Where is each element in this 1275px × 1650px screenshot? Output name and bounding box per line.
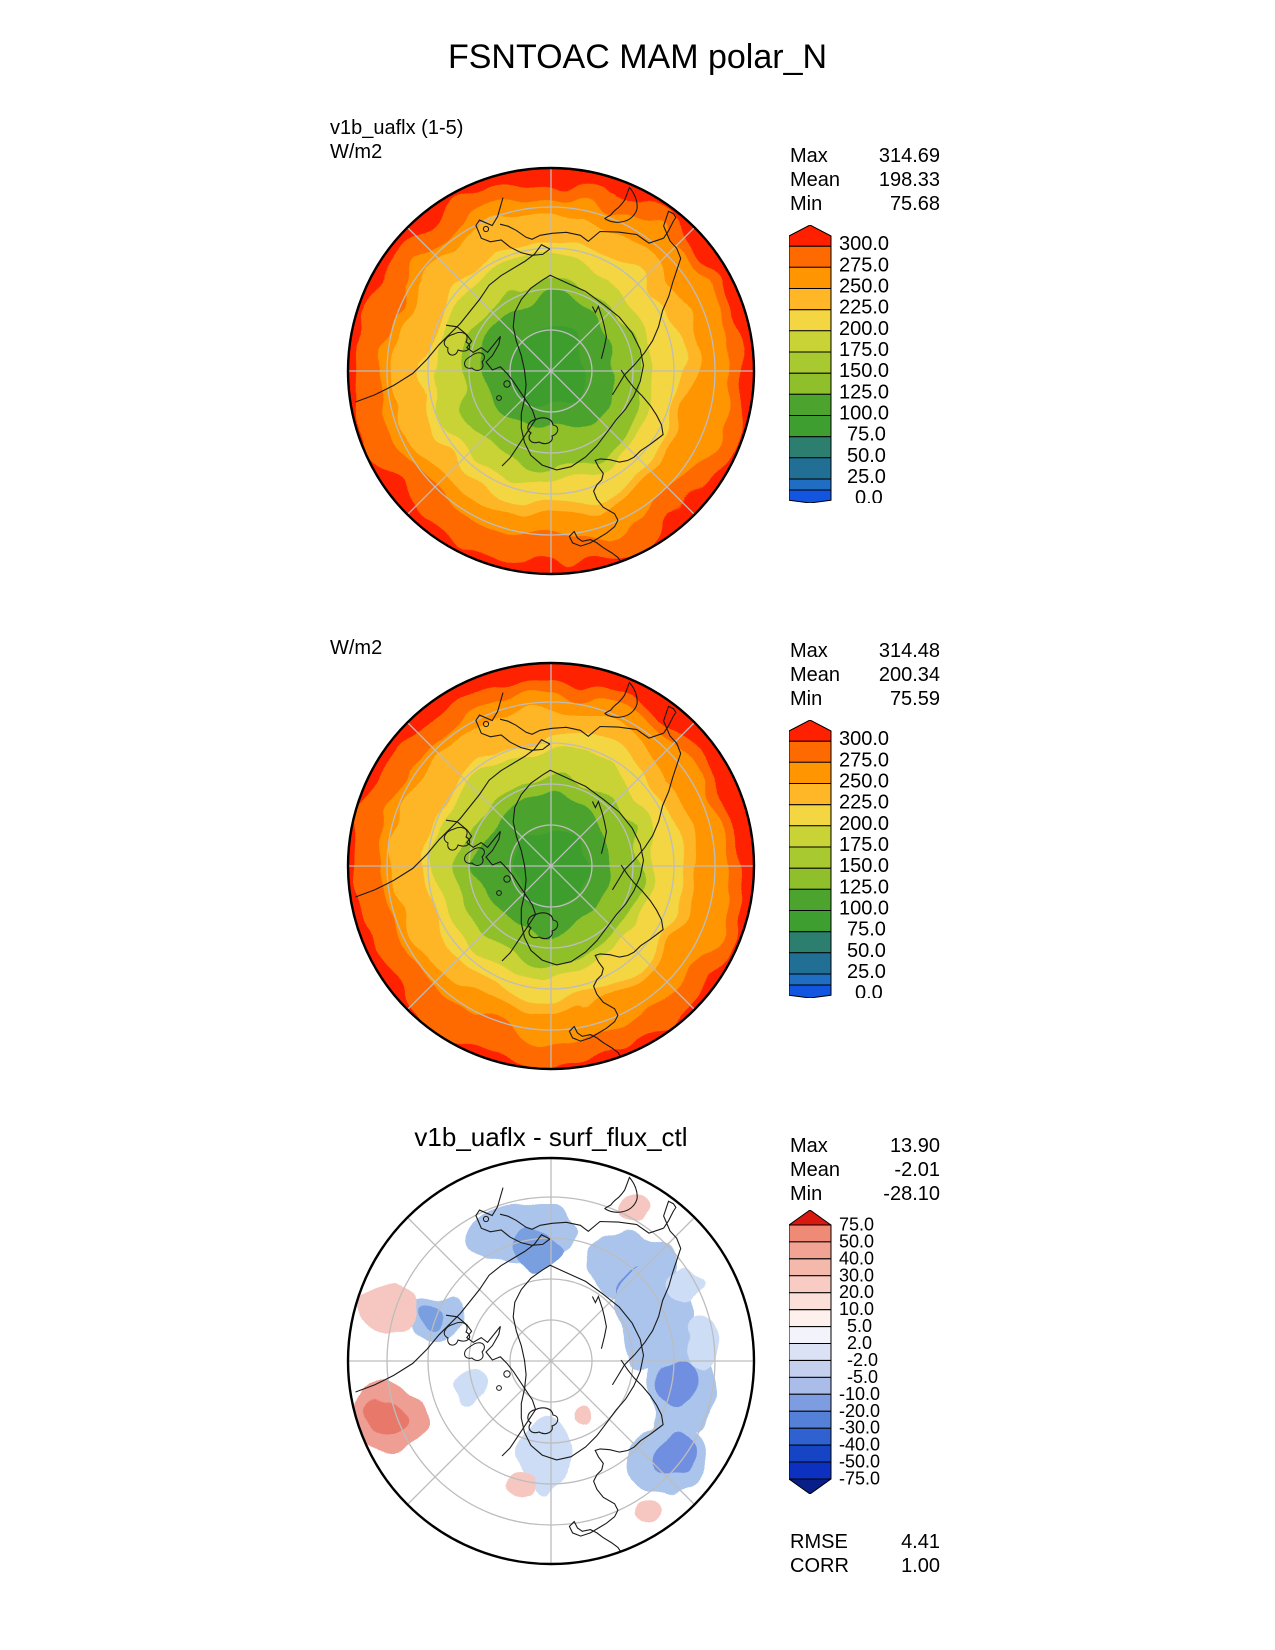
svg-text:25.0: 25.0 bbox=[847, 466, 886, 488]
svg-text:0.0: 0.0 bbox=[855, 982, 883, 998]
svg-text:100.0: 100.0 bbox=[839, 403, 889, 425]
svg-text:250.0: 250.0 bbox=[839, 276, 889, 298]
svg-text:125.0: 125.0 bbox=[839, 876, 889, 898]
svg-text:250.0: 250.0 bbox=[839, 771, 889, 793]
svg-text:150.0: 150.0 bbox=[839, 360, 889, 382]
svg-text:300.0: 300.0 bbox=[839, 233, 889, 255]
svg-text:100.0: 100.0 bbox=[839, 898, 889, 920]
svg-text:225.0: 225.0 bbox=[839, 792, 889, 814]
svg-text:50.0: 50.0 bbox=[847, 940, 886, 962]
svg-text:125.0: 125.0 bbox=[839, 381, 889, 403]
svg-text:175.0: 175.0 bbox=[839, 339, 889, 361]
svg-text:225.0: 225.0 bbox=[839, 297, 889, 319]
svg-text:75.0: 75.0 bbox=[847, 424, 886, 446]
svg-text:75.0: 75.0 bbox=[847, 919, 886, 941]
svg-text:0.0: 0.0 bbox=[855, 487, 883, 503]
svg-text:-75.0: -75.0 bbox=[839, 1469, 880, 1489]
svg-text:25.0: 25.0 bbox=[847, 961, 886, 983]
svg-text:300.0: 300.0 bbox=[839, 728, 889, 750]
svg-text:50.0: 50.0 bbox=[847, 445, 886, 467]
svg-text:275.0: 275.0 bbox=[839, 254, 889, 276]
svg-text:200.0: 200.0 bbox=[839, 813, 889, 835]
svg-text:275.0: 275.0 bbox=[839, 749, 889, 771]
svg-text:200.0: 200.0 bbox=[839, 318, 889, 340]
svg-text:150.0: 150.0 bbox=[839, 855, 889, 877]
svg-text:175.0: 175.0 bbox=[839, 834, 889, 856]
